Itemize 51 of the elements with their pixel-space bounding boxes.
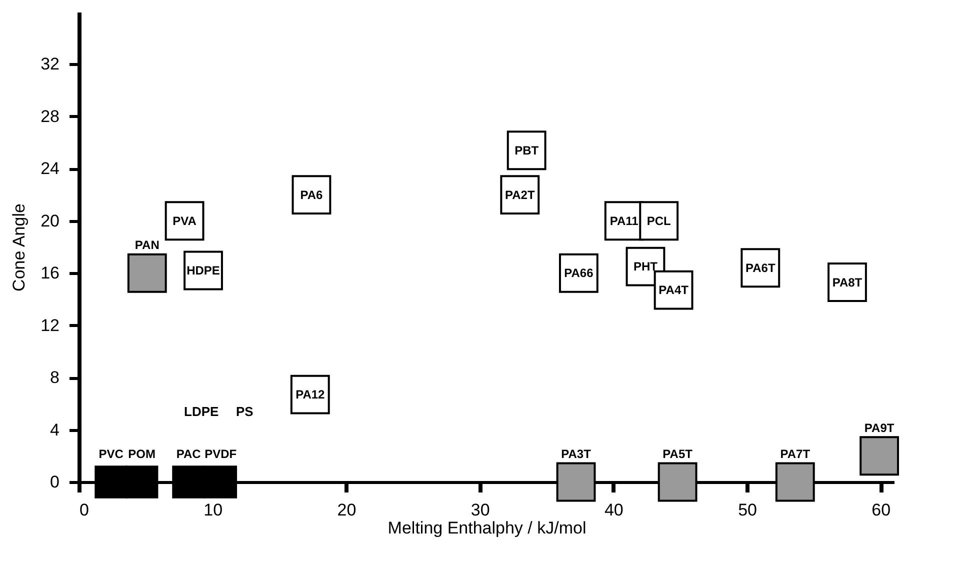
annotation: PA8T — [832, 275, 863, 290]
point — [125, 466, 158, 498]
annotation: PBT — [514, 143, 540, 158]
x-axis-title: Melting Enthalphy / kJ/mol — [388, 518, 586, 538]
point — [658, 462, 698, 502]
point — [860, 436, 900, 476]
y-tick-label: 16 — [40, 264, 60, 283]
annotation: PA11 — [610, 214, 639, 228]
y-tick-label: 0 — [50, 472, 60, 492]
annotation: LDPE — [184, 404, 219, 419]
annotation: PAN — [134, 238, 160, 252]
y-axis-title: Cone Angle — [10, 204, 29, 292]
x-tick-label: 0 — [80, 500, 89, 520]
y-tick-label: 24 — [40, 159, 60, 178]
x-tick-label: 50 — [738, 500, 757, 520]
annotation: PVA — [172, 214, 197, 228]
annotation: HDPE — [186, 264, 220, 278]
annotation: PA6 — [300, 188, 324, 202]
annotation: PA9T — [864, 420, 895, 435]
annotation: PA5T — [662, 447, 694, 461]
annotation: PA4T — [658, 283, 690, 298]
point — [556, 462, 596, 502]
y-tick-label: 32 — [40, 54, 60, 74]
annotation: POM — [128, 447, 156, 461]
y-tick-label: 4 — [50, 420, 60, 440]
annotation: PVDF — [204, 447, 237, 461]
x-tick-label: 10 — [204, 500, 223, 520]
y-tick-label: 8 — [50, 368, 60, 388]
x-tick-label: 40 — [604, 500, 624, 520]
point — [204, 466, 238, 498]
annotation: PA6T — [745, 260, 776, 275]
point — [127, 253, 167, 293]
annotation: PA7T — [780, 447, 811, 461]
annotation: PA3T — [561, 447, 592, 461]
annotation: PA2T — [505, 188, 536, 202]
y-tick-label: 12 — [40, 316, 60, 335]
point — [775, 462, 815, 502]
annotation: PVC — [98, 447, 124, 461]
x-tick-label: 60 — [872, 500, 891, 520]
y-tick-label: 28 — [40, 106, 60, 126]
point — [172, 466, 205, 498]
annotation: PS — [236, 404, 254, 419]
annotation: PHT — [633, 260, 658, 274]
annotation: PAC — [176, 447, 202, 461]
annotation: PCL — [646, 214, 671, 228]
annotation: PA66 — [564, 266, 594, 280]
point — [94, 466, 128, 498]
x-tick-label: 20 — [337, 500, 356, 520]
y-tick-label: 20 — [40, 211, 60, 230]
annotation: PA12 — [296, 388, 326, 402]
x-tick-label: 30 — [470, 500, 490, 520]
